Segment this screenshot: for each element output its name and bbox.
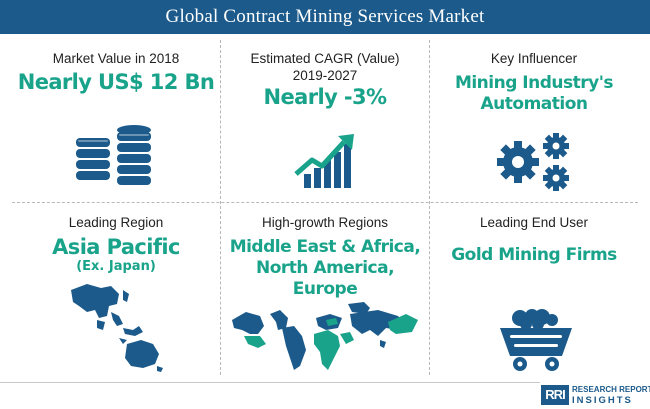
key-influencer-value-line1: Mining Industry's <box>454 73 614 93</box>
leading-region-value: Asia Pacific <box>52 235 180 259</box>
cell-cagr: Estimated CAGR (Value) 2019-2027 Nearly … <box>221 50 429 108</box>
growth-chart-icon <box>294 134 354 188</box>
gears-icon <box>497 133 569 191</box>
leading-region-label: Leading Region <box>68 215 164 230</box>
leading-region-sub: (Ex. Japan) <box>76 259 156 274</box>
header-banner: Global Contract Mining Services Market <box>0 0 650 34</box>
key-influencer-value-line2: Automation <box>480 94 589 114</box>
high-growth-value-line3: Europe <box>292 279 358 299</box>
page-title: Global Contract Mining Services Market <box>165 6 485 27</box>
divider-vertical-1 <box>220 40 221 375</box>
logo-line2: INSIGHTS <box>572 395 633 406</box>
divider-vertical-2 <box>429 40 430 375</box>
cell-leading-region: Leading Region Asia Pacific (Ex. Japan) <box>12 214 220 275</box>
footer-rule <box>0 382 540 383</box>
market-value-value: Nearly US$ 12 Bn <box>17 70 215 94</box>
cagr-period: 2019-2027 <box>292 68 358 83</box>
cagr-label: Estimated CAGR (Value) <box>250 51 400 66</box>
cell-end-user: Leading End User Gold Mining Firms <box>430 214 638 266</box>
cell-key-influencer: Key Influencer Mining Industry's Automat… <box>430 50 638 115</box>
world-map-icon <box>232 302 418 370</box>
cell-high-growth: High-growth Regions Middle East & Africa… <box>221 214 429 300</box>
cell-market-value: Market Value in 2018 Nearly US$ 12 Bn <box>12 50 220 93</box>
cagr-value: Nearly -3% <box>263 85 388 109</box>
end-user-value: Gold Mining Firms <box>451 245 617 265</box>
mine-cart-icon <box>500 309 572 371</box>
high-growth-label: High-growth Regions <box>261 215 389 230</box>
coin-stack-icon <box>76 125 151 185</box>
high-growth-value-line1: Middle East & Africa, <box>229 237 421 257</box>
divider-horizontal <box>12 202 638 203</box>
high-growth-value-line2: North America, <box>255 258 395 278</box>
market-value-label: Market Value in 2018 <box>52 51 180 66</box>
key-influencer-label: Key Influencer <box>490 51 578 66</box>
infographic-grid: Market Value in 2018 Nearly US$ 12 Bn Es… <box>12 40 638 380</box>
brand-logo: RRI RESEARCH REPORT INSIGHTS <box>541 385 650 407</box>
asia-pacific-map-icon <box>71 284 163 372</box>
end-user-label: Leading End User <box>479 215 589 230</box>
logo-line1: RESEARCH REPORT <box>572 385 650 394</box>
logo-mark: RRI <box>541 385 569 405</box>
